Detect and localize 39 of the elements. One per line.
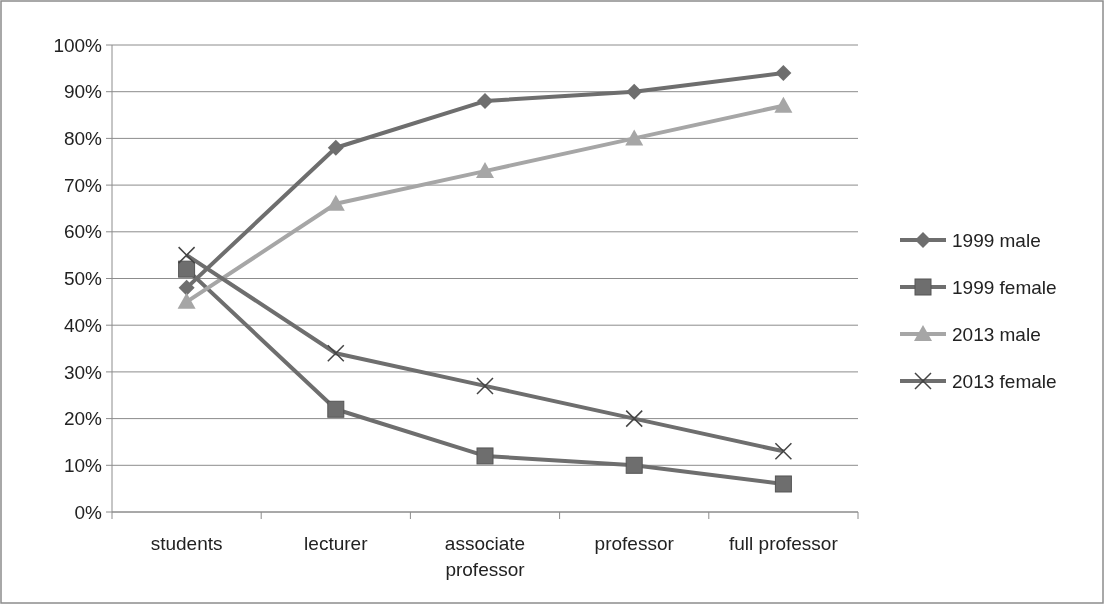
point [327,400,345,418]
point [625,129,644,146]
point [625,409,643,428]
point [177,292,196,309]
x-tick-label: students [150,533,223,554]
point [476,162,494,179]
y-tick-label: 100% [53,34,103,56]
point [476,377,494,395]
point [327,139,344,156]
legend-label: 2013 male [952,323,1041,345]
y-tick-label: 30% [63,361,103,383]
y-tick-label: 0% [74,501,103,523]
point [774,475,792,493]
y-tick-label: 70% [63,174,103,196]
legend-label: 2013 female [952,370,1057,392]
y-tick-label: 90% [63,81,103,103]
point [178,279,195,296]
point [476,447,494,465]
y-tick-label: 80% [63,128,103,150]
y-tick-label: 60% [63,221,103,243]
x-tick-label: lecturer [304,533,369,554]
y-tick-label: 50% [63,268,103,290]
legend-label: 1999 male [952,229,1041,251]
y-tick-label: 10% [63,454,103,476]
point [477,93,493,110]
point [178,260,196,278]
point [177,246,196,264]
point [626,83,643,100]
point [774,442,793,461]
point [775,65,792,82]
y-tick-label: 40% [63,314,103,336]
point [625,456,643,474]
point [774,96,793,113]
legend-label: 1999 female [952,276,1057,298]
x-tick-label: associate professor [444,533,526,580]
x-tick-label: full professor [729,533,839,554]
x-tick-label: professor [594,533,675,554]
y-tick-label: 20% [63,408,103,430]
point [327,344,345,362]
